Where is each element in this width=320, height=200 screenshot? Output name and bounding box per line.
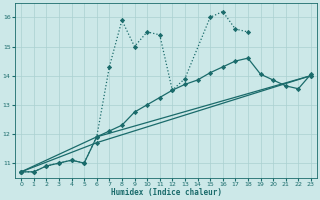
X-axis label: Humidex (Indice chaleur): Humidex (Indice chaleur)	[110, 188, 221, 197]
